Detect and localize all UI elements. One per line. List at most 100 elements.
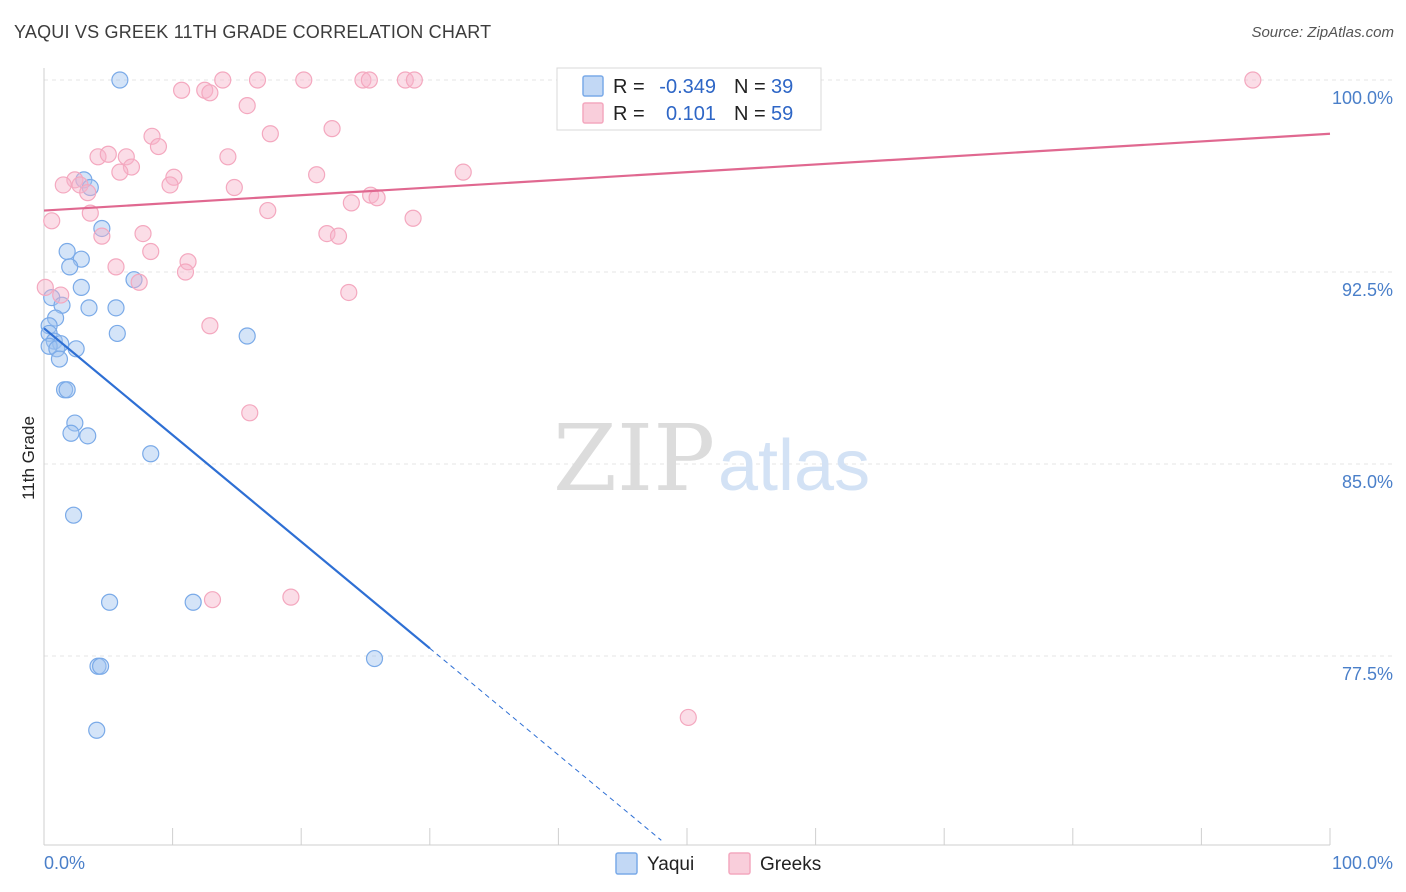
yaqui-point: [50, 350, 69, 368]
yaqui-point: [64, 506, 83, 524]
legend-n-label-yaqui: N =: [734, 76, 766, 98]
greeks-point: [54, 176, 72, 194]
greeks-point: [149, 137, 168, 156]
greeks-point: [295, 71, 313, 89]
yaqui-point: [365, 649, 384, 668]
greeks-point: [179, 253, 197, 271]
greeks-point: [117, 148, 135, 166]
greeks-point: [214, 71, 232, 89]
greeks-point: [79, 184, 97, 202]
greeks-point: [241, 404, 259, 422]
y-tick-label: 92.5%: [1342, 280, 1393, 300]
greeks-point: [201, 317, 219, 335]
greeks-point: [259, 201, 277, 220]
source-label: Source: ZipAtlas.com: [1251, 24, 1394, 41]
legend-r-label-yaqui: R =: [613, 76, 645, 98]
greeks-point: [173, 81, 191, 99]
y-axis-label: 11th Grade: [19, 416, 38, 500]
greeks-point: [360, 71, 378, 89]
yaqui-trend-extension: [429, 647, 662, 841]
greeks-point: [134, 225, 152, 243]
yaqui-point: [88, 721, 106, 739]
greeks-point: [36, 278, 54, 296]
x-tick-label-max: 100.0%: [1332, 853, 1393, 873]
greeks-point: [219, 148, 237, 166]
greeks-point: [308, 166, 326, 184]
yaqui-point: [107, 299, 125, 317]
stats-legend: R = -0.349 N = 39 R = 0.101 N = 59: [556, 67, 822, 131]
greeks-trend-line: [43, 132, 1331, 212]
yaqui-point: [108, 324, 126, 343]
greeks-point: [89, 148, 107, 166]
legend-swatch-greeks: [582, 102, 604, 124]
greeks-point: [111, 163, 129, 181]
greeks-point: [52, 286, 70, 304]
greeks-point: [142, 242, 160, 261]
legend-r-label-greeks: R =: [613, 103, 645, 125]
chart-title: YAQUI VS GREEK 11TH GRADE CORRELATION CH…: [14, 22, 492, 42]
yaqui-point: [91, 657, 110, 675]
greeks-point: [203, 591, 222, 609]
yaqui-point: [80, 299, 98, 317]
x-tick-label-min: 0.0%: [44, 853, 85, 873]
yaqui-point: [58, 242, 76, 261]
yaqui-point: [58, 381, 76, 399]
watermark-atlas: atlas: [718, 426, 870, 506]
yaqui-point: [61, 258, 79, 276]
legend-r-value-greeks: 0.101: [666, 103, 716, 125]
y-tick-label: 85.0%: [1342, 472, 1393, 492]
greeks-point: [261, 125, 279, 143]
series-legend-swatch-greeks: [728, 852, 751, 875]
greeks-point: [99, 145, 117, 163]
legend-n-value-yaqui: 39: [771, 76, 793, 98]
watermark-zip: ZIP: [553, 405, 715, 512]
yaqui-point: [111, 71, 129, 89]
yaqui-trend-line: [43, 327, 431, 650]
greeks-point: [329, 227, 348, 245]
series-legend-swatch-yaqui: [615, 852, 638, 875]
greeks-point: [340, 283, 358, 302]
x-ticks: [43, 828, 1331, 845]
series-legend: Yaqui Greeks: [615, 852, 821, 875]
greeks-point: [143, 127, 161, 145]
greeks-point: [405, 71, 423, 89]
greeks-point: [93, 227, 111, 245]
greeks-point: [342, 194, 360, 212]
greeks-point: [404, 209, 422, 227]
greeks-point: [323, 120, 341, 138]
greeks-point: [1244, 71, 1262, 89]
yaqui-point: [142, 445, 160, 463]
greeks-point: [679, 708, 697, 727]
yaqui-point: [62, 424, 80, 442]
legend-n-label-greeks: N =: [734, 103, 766, 125]
greeks-point: [354, 71, 372, 89]
legend-n-value-greeks: 59: [771, 103, 793, 125]
greeks-point: [238, 96, 256, 115]
greeks-point: [43, 212, 61, 230]
greeks-point: [396, 71, 414, 89]
greeks-point: [201, 84, 219, 102]
yaqui-point: [66, 414, 84, 432]
greeks-point: [130, 273, 148, 291]
greeks-point: [454, 163, 472, 181]
greeks-point: [248, 71, 267, 89]
yaqui-point: [184, 593, 202, 611]
greeks-point: [282, 588, 300, 606]
y-tick-labels: 77.5% 85.0% 92.5% 100.0%: [1332, 88, 1393, 684]
series-legend-label-yaqui: Yaqui: [647, 854, 694, 875]
yaqui-point: [48, 340, 66, 358]
series-legend-label-greeks: Greeks: [760, 854, 821, 875]
greeks-point: [225, 178, 243, 197]
y-tick-label: 77.5%: [1342, 664, 1393, 684]
yaqui-point: [238, 327, 256, 345]
y-tick-label: 100.0%: [1332, 88, 1393, 108]
legend-swatch-yaqui: [582, 75, 604, 97]
yaqui-point: [72, 278, 90, 296]
greeks-point: [176, 263, 195, 281]
legend-r-value-yaqui: -0.349: [659, 76, 716, 98]
trend-lines: [43, 132, 1331, 841]
gridlines: [44, 79, 1392, 657]
greeks-point: [161, 176, 179, 194]
yaqui-point: [79, 427, 97, 445]
